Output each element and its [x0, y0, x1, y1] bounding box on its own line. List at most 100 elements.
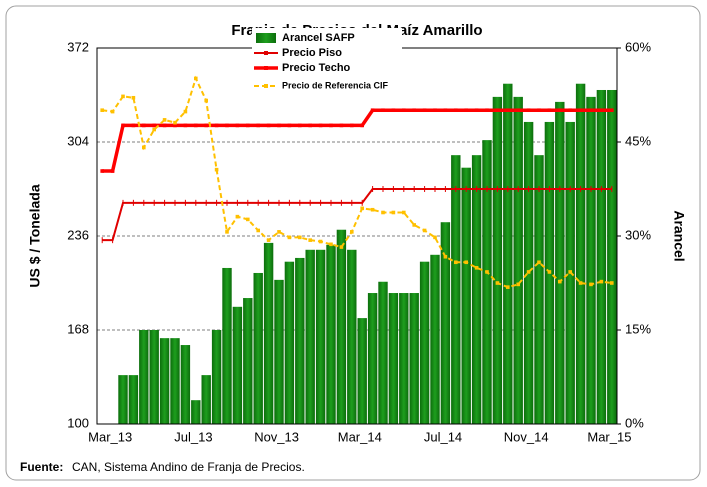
- line-marker: [131, 123, 136, 128]
- bar: [430, 254, 440, 424]
- bar: [347, 249, 357, 424]
- line-marker: [142, 123, 146, 128]
- line-marker: [277, 123, 281, 128]
- bar: [253, 272, 263, 424]
- line-marker: [589, 282, 593, 287]
- line-marker: [100, 169, 104, 173]
- line-marker: [318, 239, 323, 244]
- line-marker: [485, 108, 489, 113]
- line-marker: [350, 230, 354, 234]
- bar: [388, 293, 399, 424]
- y-axis-title: US $ / Tonelada: [27, 184, 43, 287]
- y-tick-label: 372: [67, 39, 89, 54]
- line: [102, 75, 612, 289]
- legend-swatch-marker: [264, 66, 268, 70]
- bar: [607, 89, 617, 424]
- line-marker: [443, 254, 448, 259]
- line-marker: [194, 76, 198, 81]
- line-marker: [578, 281, 583, 285]
- legend-label: Precio Piso: [282, 47, 342, 59]
- line-marker: [266, 238, 271, 242]
- line-marker: [464, 108, 468, 113]
- legend-swatch-marker: [264, 51, 268, 55]
- line-marker: [558, 108, 562, 113]
- x-tick-label: Mar_15: [587, 429, 631, 444]
- bar: [336, 229, 347, 424]
- line-marker: [214, 123, 219, 128]
- line-marker: [308, 238, 312, 242]
- line-marker: [537, 108, 541, 113]
- line-marker: [464, 260, 468, 265]
- line-marker: [422, 108, 427, 113]
- line-marker: [558, 279, 562, 284]
- line-marker: [225, 230, 229, 234]
- line-marker: [454, 260, 458, 265]
- line-marker: [246, 123, 250, 128]
- bar: [284, 261, 295, 424]
- line-marker: [142, 145, 146, 150]
- line-marker: [589, 108, 593, 113]
- line-marker: [370, 207, 375, 212]
- line-marker: [235, 214, 240, 219]
- line-marker: [412, 223, 416, 227]
- bar: [503, 83, 513, 424]
- line-marker: [183, 123, 188, 128]
- line-marker: [568, 270, 572, 274]
- line-marker: [121, 94, 125, 99]
- bar: [201, 375, 211, 424]
- line-marker: [308, 123, 312, 128]
- bar: [191, 400, 201, 424]
- bar: [586, 96, 596, 424]
- legend-swatch: [256, 33, 276, 43]
- bar: [295, 257, 305, 424]
- line-marker: [173, 123, 177, 128]
- legend-label: Arancel SAFP: [282, 32, 355, 44]
- bar: [440, 222, 451, 424]
- bar: [534, 155, 544, 424]
- line-marker: [412, 108, 416, 113]
- line-marker: [360, 206, 364, 211]
- x-tick-label: Nov_14: [504, 429, 549, 444]
- line-marker: [474, 265, 479, 270]
- y2-tick-label: 0%: [625, 415, 644, 430]
- y-tick-label: 304: [67, 133, 89, 148]
- line-marker: [578, 108, 583, 113]
- line-marker: [329, 123, 333, 128]
- line-marker: [152, 127, 156, 132]
- bar: [222, 267, 232, 424]
- line-marker: [506, 285, 510, 289]
- line-marker: [214, 167, 219, 172]
- line-marker: [287, 235, 292, 240]
- bar: [399, 293, 409, 424]
- y2-axis-title: Arancel: [671, 210, 687, 261]
- line-marker: [225, 123, 229, 128]
- x-tick-label: Nov_13: [254, 429, 299, 444]
- line-marker: [381, 210, 385, 215]
- line-marker: [516, 282, 520, 287]
- line-marker: [526, 108, 531, 113]
- line-marker: [599, 279, 604, 284]
- bar: [170, 338, 180, 424]
- bar: [315, 249, 326, 424]
- x-tick-label: Mar_13: [88, 429, 132, 444]
- line-marker: [256, 228, 260, 233]
- line-marker: [318, 123, 323, 128]
- line-marker: [495, 281, 500, 285]
- y-tick-label: 236: [67, 227, 89, 242]
- y-tick-label: 168: [67, 321, 89, 336]
- line-marker: [152, 123, 156, 128]
- bar: [378, 281, 388, 424]
- line-marker: [547, 270, 552, 274]
- bar: [555, 101, 565, 424]
- y2-tick-label: 45%: [625, 133, 651, 148]
- line-marker: [506, 108, 510, 113]
- bar: [243, 298, 253, 424]
- line-marker: [173, 120, 177, 125]
- bar: [139, 330, 149, 424]
- line-marker: [329, 242, 333, 247]
- line-marker: [235, 123, 240, 128]
- line-marker: [433, 108, 437, 113]
- y-tick-label: 100: [67, 415, 89, 430]
- bar: [149, 330, 159, 424]
- line-marker: [246, 217, 250, 222]
